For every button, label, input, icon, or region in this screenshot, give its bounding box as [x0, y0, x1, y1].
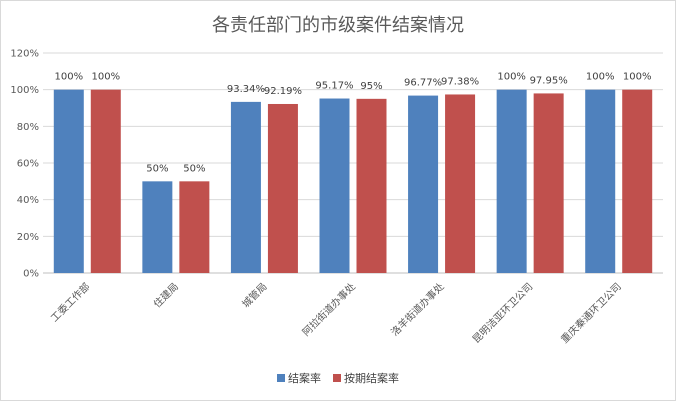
data-label: 96.77%	[404, 78, 442, 89]
data-label: 95.17%	[315, 81, 353, 92]
y-tick-label: 120%	[10, 49, 39, 60]
bar-ontime-rate	[356, 98, 387, 273]
data-label: 100%	[54, 72, 83, 83]
bar-closure-rate	[230, 101, 261, 273]
y-tick-label: 40%	[17, 195, 39, 206]
y-tick-label: 100%	[10, 85, 39, 96]
legend-label: 按期结案率	[344, 371, 399, 385]
x-category-label: 阿拉街道办事处	[299, 280, 358, 339]
data-label: 100%	[91, 72, 120, 83]
legend-label: 结案率	[288, 371, 321, 385]
data-label: 97.38%	[441, 76, 479, 87]
y-axis: 0% 20% 40% 60% 80% 100% 120%	[10, 49, 39, 280]
bar-ontime-rate	[445, 94, 476, 273]
data-label: 93.34%	[227, 84, 265, 95]
data-label: 50%	[146, 163, 168, 174]
y-tick-label: 0%	[23, 269, 39, 280]
data-label: 100%	[497, 72, 526, 83]
chart-title: 各责任部门的市级案件结案情况	[212, 15, 464, 36]
bar-closure-rate	[585, 89, 616, 274]
data-label: 92.19%	[264, 86, 302, 97]
bar-ontime-rate	[622, 89, 653, 274]
bar-ontime-rate	[179, 181, 210, 273]
x-category-label: 洛羊街道办事处	[388, 280, 447, 339]
bar-closure-rate	[142, 181, 173, 273]
legend-swatch	[277, 374, 285, 382]
bar-closure-rate	[53, 89, 84, 274]
bar-ontime-rate	[533, 93, 564, 273]
x-category-label: 重庆秦通环卫公司	[558, 280, 624, 346]
x-category-label: 昆明洁亚环卫公司	[470, 280, 536, 346]
data-label: 95%	[360, 81, 382, 92]
x-axis: 工委工作部 住建局 城管局 阿拉街道办事处 洛羊街道办事处 昆明洁亚环卫公司 重庆秦通环卫公…	[48, 280, 624, 346]
data-label: 100%	[586, 72, 615, 83]
data-label: 100%	[623, 72, 652, 83]
bar-ontime-rate	[90, 89, 121, 274]
legend: 结案率 按期结案率	[277, 371, 399, 385]
x-category-label: 住建局	[151, 280, 181, 310]
y-tick-label: 80%	[17, 122, 39, 133]
bar-closure-rate	[496, 89, 527, 274]
data-label: 50%	[183, 163, 205, 174]
x-category-label: 工委工作部	[48, 280, 93, 325]
y-tick-label: 20%	[17, 232, 39, 243]
bar-ontime-rate	[267, 103, 298, 273]
bar-closure-rate	[319, 98, 350, 273]
legend-swatch	[333, 374, 341, 382]
bars	[53, 89, 653, 274]
x-category-label: 城管局	[239, 280, 269, 310]
data-labels: 100% 100% 50% 50% 93.34%92.19% 95.17% 95% 96.77…	[54, 72, 651, 175]
data-label: 97.95%	[530, 75, 568, 86]
bar-closure-rate	[408, 95, 439, 273]
y-tick-label: 60%	[17, 159, 39, 170]
